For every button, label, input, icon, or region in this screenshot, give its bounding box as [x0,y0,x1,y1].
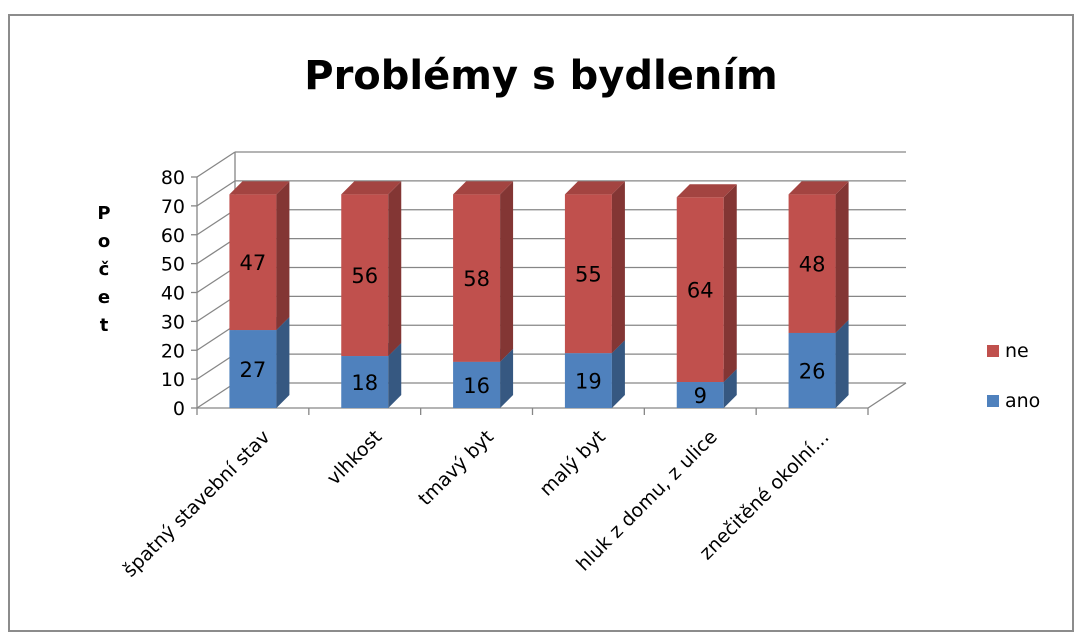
bar-side [500,181,514,362]
gridline-depth [196,180,236,207]
bar-top [229,181,290,195]
data-label-ne: 64 [687,279,714,303]
bars [229,181,849,408]
bar-segment-ne [676,184,737,383]
y-tick-label: 70 [161,196,185,218]
y-tick-label: 30 [161,311,185,333]
bar-side [723,184,737,383]
data-label-ne: 55 [575,263,602,287]
chart-frame [8,14,1074,632]
gridline-depth [196,353,236,380]
bar-segment-ne [453,181,514,362]
bar-side [388,343,402,408]
bar-side [276,181,290,331]
y-tick-label: 0 [173,398,185,420]
bar-front [341,356,389,408]
gridline-depth [196,266,236,294]
bar-top [341,181,402,195]
data-label-ano: 27 [240,358,267,382]
y-axis-label-char: t [100,315,109,336]
bar-front [676,197,724,383]
legend-swatch-ne [987,345,999,357]
gridline-depth [196,324,236,351]
gridline-depth [196,238,236,265]
bar-segment-ne [229,181,290,331]
chart-title: Problémy s bydlením [304,53,777,99]
legend-label-ano: ano [1005,390,1040,412]
y-tick-label: 20 [161,340,185,362]
y-tick-label: 40 [161,283,185,305]
data-label-ne: 48 [799,253,826,277]
bar-front [788,332,836,408]
category-label: tmavý byt [414,426,498,510]
category-label: špatný stavební stav [119,426,275,582]
legend-label-ne: ne [1005,340,1029,362]
y-tick-label: 80 [161,167,185,189]
bar-top [453,181,514,195]
gridline-depth [196,295,236,322]
bar-side [611,181,625,354]
bar-front [453,194,501,362]
y-axis-label-char: e [98,287,110,308]
bar-front [564,353,612,408]
y-axis-label-char: č [99,259,110,280]
gridline-depth [196,151,236,178]
y-tick-labels: 0 10 20 30 40 50 60 70 80 [161,167,185,420]
bar-front [229,330,277,408]
legend: ne ano [987,340,1040,412]
bar-side [723,369,737,408]
bar-segment-ne [564,181,625,354]
bar-side [835,181,849,333]
y-tick-label: 10 [161,369,185,391]
bar-side [611,340,625,408]
bar-front [341,194,389,357]
bar-front [788,194,836,333]
gridline-depth [196,209,236,236]
data-labels: 27 47 18 56 16 58 19 55 9 64 26 48 [240,251,826,408]
category-labels: špatný stavební stav vlhkost tmavý byt malý… [119,426,834,582]
data-label-ne: 58 [463,267,490,291]
bar-side [835,319,849,408]
bar-front [676,382,724,408]
bar-side [276,317,290,408]
data-label-ano: 16 [463,374,490,398]
bar-top [788,181,849,195]
data-label-ano: 19 [575,370,602,394]
bar-segment-ne [788,181,849,333]
category-label: malý byt [535,426,610,501]
data-label-ano: 9 [694,384,707,408]
data-label-ne: 56 [351,264,378,288]
y-axis-label-char: o [98,231,110,252]
legend-swatch-ano [987,395,999,407]
bar-side [388,181,402,357]
data-label-ano: 26 [799,359,826,383]
y-axis-label-char: P [97,203,110,224]
data-label-ne: 47 [240,251,267,275]
bar-top [564,181,625,195]
bar-side [500,348,514,408]
bar-front [229,194,277,331]
category-label: vlhkost [323,426,387,490]
bar-front [564,194,612,354]
bar-front [453,361,501,408]
bar-segment-ne [341,181,402,357]
y-tick-label: 60 [161,225,185,247]
gridline-depth [196,382,236,409]
data-label-ano: 18 [351,371,378,395]
y-tick-label: 50 [161,254,185,276]
bar-top [676,184,737,198]
